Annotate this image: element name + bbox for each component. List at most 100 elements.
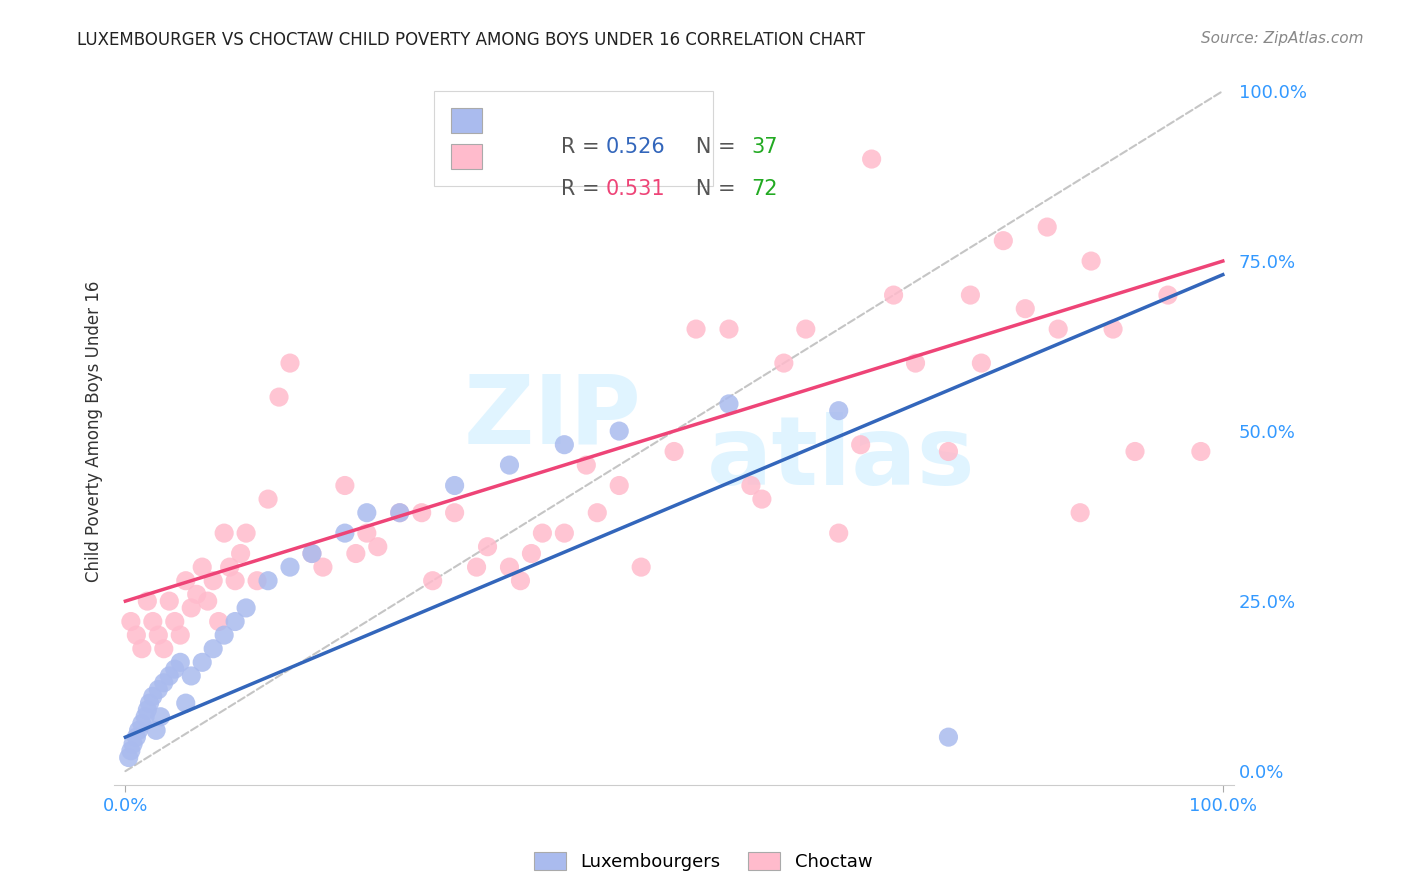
Text: LUXEMBOURGER VS CHOCTAW CHILD POVERTY AMONG BOYS UNDER 16 CORRELATION CHART: LUXEMBOURGER VS CHOCTAW CHILD POVERTY AM… bbox=[77, 31, 866, 49]
Point bbox=[149, 710, 172, 724]
Point bbox=[575, 458, 598, 472]
Point bbox=[136, 594, 159, 608]
Point bbox=[152, 641, 174, 656]
Point bbox=[553, 438, 575, 452]
Point bbox=[197, 594, 219, 608]
Point bbox=[118, 750, 141, 764]
Text: 72: 72 bbox=[751, 179, 778, 199]
Point bbox=[212, 628, 235, 642]
Point bbox=[849, 438, 872, 452]
Point bbox=[685, 322, 707, 336]
Point bbox=[142, 615, 165, 629]
Point bbox=[828, 526, 851, 541]
Point bbox=[278, 560, 301, 574]
Point bbox=[191, 656, 214, 670]
Point bbox=[607, 478, 630, 492]
Point bbox=[202, 574, 225, 588]
Point bbox=[301, 547, 323, 561]
Point bbox=[212, 526, 235, 541]
Point bbox=[531, 526, 554, 541]
Point bbox=[630, 560, 652, 574]
Point bbox=[235, 526, 257, 541]
Text: N =: N = bbox=[676, 179, 742, 199]
Point bbox=[498, 458, 520, 472]
Point bbox=[1189, 444, 1212, 458]
Point bbox=[553, 526, 575, 541]
Point bbox=[169, 628, 191, 642]
Point bbox=[278, 356, 301, 370]
Point bbox=[157, 669, 180, 683]
Point bbox=[257, 574, 280, 588]
Point bbox=[717, 397, 740, 411]
Point bbox=[267, 390, 290, 404]
Point bbox=[180, 601, 202, 615]
Point bbox=[498, 560, 520, 574]
Point bbox=[465, 560, 488, 574]
Point bbox=[246, 574, 269, 588]
Point bbox=[148, 628, 170, 642]
Point bbox=[229, 547, 252, 561]
Point bbox=[662, 444, 685, 458]
Point bbox=[443, 506, 465, 520]
Point bbox=[157, 594, 180, 608]
Point bbox=[1047, 322, 1070, 336]
Point bbox=[125, 628, 148, 642]
Point bbox=[138, 696, 160, 710]
Legend: R = 0.526   N = 37, R = 0.531   N = 72: R = 0.526 N = 37, R = 0.531 N = 72 bbox=[434, 91, 713, 186]
Point bbox=[356, 526, 378, 541]
Point bbox=[1080, 254, 1102, 268]
Point bbox=[970, 356, 993, 370]
Point bbox=[136, 703, 159, 717]
Point bbox=[422, 574, 444, 588]
Point bbox=[607, 424, 630, 438]
Point bbox=[1102, 322, 1125, 336]
Text: 0.526: 0.526 bbox=[606, 137, 666, 157]
Point bbox=[993, 234, 1015, 248]
Point bbox=[367, 540, 389, 554]
Point bbox=[163, 615, 186, 629]
Point bbox=[356, 506, 378, 520]
Point bbox=[860, 152, 883, 166]
Point bbox=[959, 288, 981, 302]
Text: Source: ZipAtlas.com: Source: ZipAtlas.com bbox=[1201, 31, 1364, 46]
Point bbox=[333, 526, 356, 541]
Point bbox=[148, 682, 170, 697]
Point bbox=[938, 444, 960, 458]
Text: ZIP: ZIP bbox=[464, 371, 641, 464]
Point bbox=[125, 730, 148, 744]
Point bbox=[312, 560, 335, 574]
Text: N =: N = bbox=[676, 137, 742, 157]
Point bbox=[1157, 288, 1180, 302]
Text: R =: R = bbox=[561, 179, 606, 199]
Point bbox=[751, 492, 773, 507]
Text: 0.531: 0.531 bbox=[606, 179, 666, 199]
Point bbox=[224, 574, 246, 588]
Point bbox=[388, 506, 411, 520]
Point bbox=[443, 478, 465, 492]
Point bbox=[1036, 220, 1059, 235]
Point bbox=[301, 547, 323, 561]
Text: R =: R = bbox=[561, 137, 606, 157]
Point bbox=[235, 601, 257, 615]
Point bbox=[224, 615, 246, 629]
Point bbox=[772, 356, 794, 370]
Point bbox=[128, 723, 150, 738]
Point bbox=[186, 587, 208, 601]
Point bbox=[477, 540, 499, 554]
Point bbox=[717, 322, 740, 336]
Point bbox=[131, 641, 153, 656]
Point bbox=[257, 492, 280, 507]
Point bbox=[122, 737, 145, 751]
Point bbox=[174, 696, 197, 710]
Text: 37: 37 bbox=[751, 137, 778, 157]
Point bbox=[344, 547, 367, 561]
Point bbox=[828, 403, 851, 417]
Point bbox=[520, 547, 543, 561]
Point bbox=[134, 710, 156, 724]
Text: atlas: atlas bbox=[707, 412, 976, 505]
Point bbox=[794, 322, 817, 336]
Point bbox=[191, 560, 214, 574]
Point bbox=[131, 716, 153, 731]
Point bbox=[202, 641, 225, 656]
Point bbox=[883, 288, 905, 302]
